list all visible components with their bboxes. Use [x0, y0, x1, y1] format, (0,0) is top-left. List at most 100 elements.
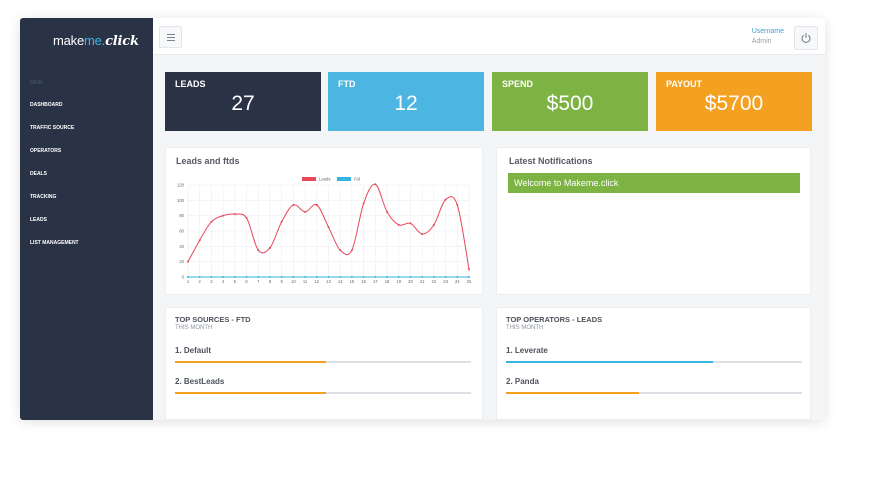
sidebar: makeme.click MAIN DASHBOARD TRAFFIC SOUR… [20, 18, 153, 420]
x-tick-label: 12 [314, 279, 319, 284]
x-tick-label: 11 [303, 279, 308, 284]
x-tick-label: 15 [350, 279, 355, 284]
sidebar-nav: DASHBOARD TRAFFIC SOURCE OPERATORS DEALS… [30, 102, 79, 263]
list-item: 2. Panda [506, 377, 802, 394]
x-tick-label: 21 [420, 279, 425, 284]
x-tick-label: 1 [187, 279, 190, 284]
progress-fill [506, 361, 714, 363]
x-tick-label: 3 [210, 279, 213, 284]
operator-label: 1. Leverate [506, 346, 548, 355]
data-point-ftd [386, 276, 389, 278]
nav-section-label: MAIN [30, 80, 43, 86]
data-point-ftd [397, 276, 400, 278]
source-label: 2. BestLeads [175, 377, 225, 386]
legend-swatch [302, 177, 316, 181]
x-tick-label: 5 [234, 279, 237, 284]
notification-item[interactable]: Welcome to Makeme.click [508, 173, 800, 193]
data-point-leads [280, 220, 283, 223]
stat-value: 12 [394, 92, 418, 115]
data-point-leads [222, 214, 225, 217]
logo-part-make: make [53, 33, 84, 48]
y-tick-label: 60 [179, 229, 184, 234]
x-tick-label: 2 [199, 279, 202, 284]
stat-label: FTD [338, 79, 356, 89]
logo-part-me: me. [84, 33, 106, 48]
x-tick-label: 14 [338, 279, 343, 284]
top-sources-title: TOP SOURCES - FTD [175, 315, 251, 324]
x-tick-label: 7 [257, 279, 260, 284]
power-icon[interactable] [794, 26, 818, 50]
username: Username [751, 28, 784, 35]
progress-track [506, 392, 802, 394]
y-tick-label: 40 [179, 244, 184, 249]
data-point-leads [315, 203, 318, 206]
sidebar-item-tracking[interactable]: TRACKING [30, 194, 57, 200]
list-item: 1. Default [175, 346, 471, 363]
sidebar-item-leads[interactable]: LEADS [30, 217, 47, 223]
chart-card-title: Leads and ftds [176, 156, 240, 166]
data-point-leads [327, 226, 330, 229]
x-tick-label: 25 [467, 279, 472, 284]
user-role: Admin [751, 38, 772, 45]
data-point-ftd [268, 276, 271, 278]
sidebar-item-deals[interactable]: DEALS [30, 171, 47, 177]
sidebar-item-list-management[interactable]: LIST MANAGEMENT [30, 240, 79, 246]
logo[interactable]: makeme.click [53, 33, 139, 49]
y-tick-label: 20 [179, 259, 184, 264]
x-tick-label: 24 [455, 279, 460, 284]
stat-label: LEADS [175, 79, 206, 89]
operator-label: 2. Panda [506, 377, 539, 386]
data-point-leads [456, 203, 459, 206]
x-tick-label: 10 [291, 279, 296, 284]
x-tick-label: 4 [222, 279, 225, 284]
chart-card: Leads and ftds 0 20 40 60 80 100 120 1 2 3 4 5 6 7 8 9 1… [165, 147, 483, 295]
notifications-card: Latest Notifications Welcome to Makeme.c… [496, 147, 811, 295]
user-info[interactable]: Username Admin [752, 27, 784, 47]
progress-fill [175, 392, 326, 394]
progress-track [175, 392, 471, 394]
stat-label: SPEND [502, 79, 534, 89]
x-tick-label: 20 [408, 279, 413, 284]
x-tick-label: 6 [245, 279, 248, 284]
data-point-ftd [198, 276, 201, 278]
data-point-ftd [362, 276, 365, 278]
x-tick-label: 8 [269, 279, 272, 284]
data-point-ftd [222, 276, 225, 278]
data-point-leads [245, 216, 248, 219]
x-tick-label: 19 [396, 279, 401, 284]
sidebar-item-traffic-source[interactable]: TRAFFIC SOURCE [30, 125, 75, 131]
stat-card-leads: LEADS 27 [165, 72, 321, 131]
y-tick-label: 0 [182, 275, 185, 280]
data-point-leads [187, 260, 189, 263]
top-operators-card: TOP OPERATORS - LEADS THIS MONTH 1. Leve… [496, 307, 811, 420]
data-point-ftd [210, 276, 213, 278]
data-point-leads [210, 220, 213, 223]
data-point-leads [257, 249, 260, 252]
x-tick-label: 13 [326, 279, 331, 284]
stat-value: $5700 [704, 92, 764, 115]
x-tick-label: 22 [432, 279, 437, 284]
data-point-leads [397, 223, 400, 226]
top-operators-title: TOP OPERATORS - LEADS [506, 315, 603, 324]
app-window: makeme.click MAIN DASHBOARD TRAFFIC SOUR… [20, 18, 825, 420]
y-tick-label: 80 [179, 213, 184, 218]
x-tick-label: 9 [280, 279, 283, 284]
hamburger-icon[interactable] [159, 26, 182, 48]
progress-fill [506, 392, 640, 394]
data-point-ftd [350, 276, 353, 278]
x-tick-label: 18 [385, 279, 390, 284]
sidebar-item-dashboard[interactable]: DASHBOARD [30, 102, 63, 108]
data-point-ftd [257, 276, 260, 278]
stat-card-payout: PAYOUT $5700 [656, 72, 812, 131]
data-point-ftd [233, 276, 236, 278]
data-point-leads [198, 239, 201, 242]
logo-part-click: click [105, 34, 139, 49]
sidebar-item-operators[interactable]: OPERATORS [30, 148, 62, 154]
list-item: 1. Leverate [506, 346, 802, 363]
x-tick-label: 23 [443, 279, 448, 284]
legend-swatch [337, 177, 351, 181]
data-point-ftd [339, 276, 342, 278]
y-tick-label: 100 [177, 198, 185, 203]
data-point-leads [339, 249, 342, 252]
progress-track [175, 361, 471, 363]
